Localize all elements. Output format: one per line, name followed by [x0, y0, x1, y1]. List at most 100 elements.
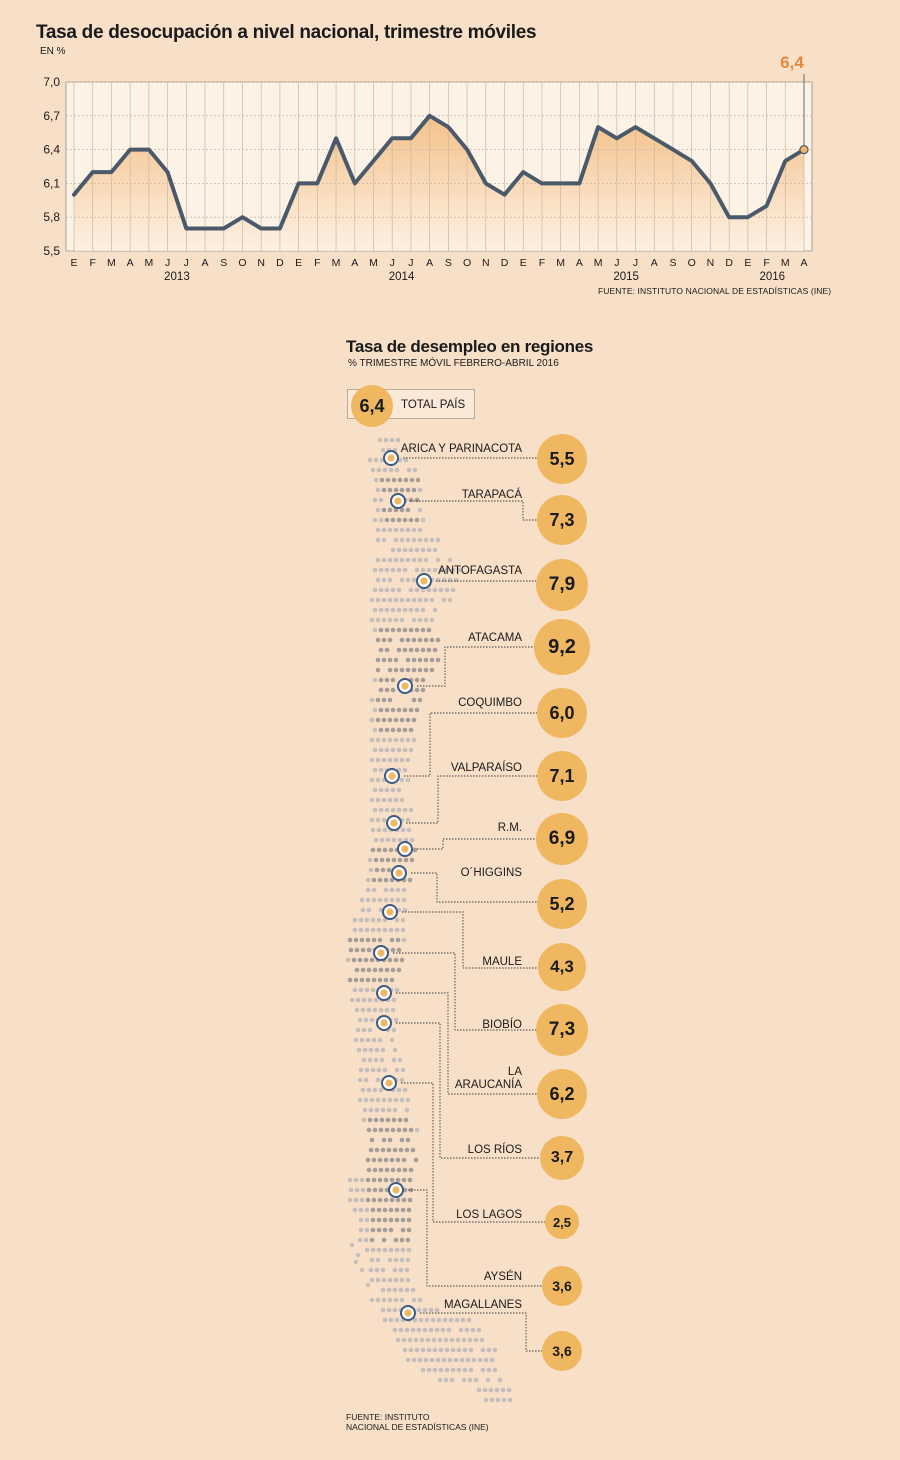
region-marker-dot-5 — [390, 819, 398, 827]
region-value-bubble: 5,5 — [537, 434, 587, 484]
leader-line-1 — [410, 500, 537, 521]
x-tick-label: A — [202, 257, 209, 269]
x-tick-label: A — [800, 257, 807, 269]
x-tick-label: F — [539, 257, 545, 269]
region-name-label: R.M. — [497, 822, 522, 834]
y-tick-label: 6,7 — [43, 109, 60, 123]
region-value-bubble: 9,2 — [534, 619, 590, 675]
x-tick-label: F — [763, 257, 769, 269]
region-name-label: LOS RÍOS — [467, 1144, 522, 1156]
region-name-label: O´HIGGINS — [460, 867, 522, 879]
region-value-bubble: 2,5 — [545, 1205, 579, 1239]
x-tick-label: J — [165, 257, 170, 269]
year-label: 2014 — [389, 271, 415, 283]
last-value-label: 6,4 — [780, 53, 804, 72]
region-marker-dot-14 — [404, 1309, 412, 1317]
region-marker-dot-8 — [386, 908, 394, 916]
total-pais-label: TOTAL PAÍS — [401, 399, 466, 411]
region-name-label: TARAPACÁ — [461, 489, 522, 501]
region-value-bubble: 7,3 — [536, 1004, 588, 1056]
leader-line-11 — [396, 1022, 540, 1159]
x-tick-label: E — [744, 257, 751, 269]
leader-line-9 — [393, 952, 536, 1031]
leader-line-6 — [417, 838, 536, 850]
region-name-label: MAULE — [482, 956, 522, 968]
region-name-label: ANTOFAGASTA — [438, 565, 522, 577]
regions-source: FUENTE: INSTITUTO NACIONAL DE ESTADÍSTIC… — [346, 1412, 506, 1432]
region-name-label: VALPARAÍSO — [450, 762, 522, 774]
region-name-label: LOS LAGOS — [456, 1209, 522, 1221]
region-marker-dot-1 — [394, 497, 402, 505]
region-marker-dot-6 — [401, 845, 409, 853]
chile-dot-map — [345, 437, 513, 1403]
x-tick-label: A — [576, 257, 583, 269]
leader-line-3 — [417, 646, 534, 687]
x-tick-label: J — [408, 257, 413, 269]
x-tick-label: J — [633, 257, 638, 269]
regions-subtitle: % TRIMESTRE MÓVIL FEBRERO-ABRIL 2016 — [348, 358, 559, 369]
x-tick-label: O — [463, 257, 471, 269]
region-value-bubble: 3,7 — [540, 1136, 584, 1180]
x-tick-label: M — [781, 257, 790, 269]
leader-line-13 — [408, 1189, 542, 1287]
regions-title: Tasa de desempleo en regiones — [346, 337, 594, 356]
year-label: 2015 — [613, 271, 639, 283]
x-tick-label: E — [70, 257, 77, 269]
region-marker-dot-7 — [395, 869, 403, 877]
x-tick-label: J — [184, 257, 189, 269]
region-marker-dot-12 — [385, 1079, 393, 1087]
region-value-bubble: 3,6 — [542, 1266, 582, 1306]
region-name-label: MAGALLANES — [444, 1299, 522, 1311]
year-label: 2016 — [760, 271, 786, 283]
x-tick-label: S — [669, 257, 676, 269]
x-tick-label: F — [90, 257, 96, 269]
x-tick-label: J — [614, 257, 619, 269]
x-tick-label: D — [725, 257, 733, 269]
x-tick-label: D — [501, 257, 509, 269]
region-name-label: LA ARAUCANÍA — [454, 1066, 522, 1091]
region-name-label: AYSÉN — [483, 1271, 522, 1283]
y-tick-label: 6,4 — [43, 143, 60, 157]
leader-line-12 — [401, 1082, 545, 1223]
x-tick-label: J — [390, 257, 395, 269]
x-tick-label: M — [594, 257, 603, 269]
last-point — [799, 145, 809, 155]
x-tick-label: A — [651, 257, 658, 269]
x-tick-label: O — [688, 257, 696, 269]
y-tick-label: 7,0 — [43, 75, 60, 89]
region-marker-dot-3 — [401, 682, 409, 690]
region-marker-dot-9 — [377, 949, 385, 957]
region-value-bubble: 6,9 — [536, 813, 588, 865]
x-tick-label: A — [351, 257, 358, 269]
x-tick-label: F — [314, 257, 320, 269]
region-marker-dot-0 — [387, 454, 395, 462]
x-tick-label: A — [426, 257, 433, 269]
series-line — [72, 113, 806, 231]
leader-line-10 — [396, 992, 537, 1095]
leader-line-5 — [406, 775, 537, 824]
region-value-bubble: 6,0 — [537, 688, 587, 738]
x-tick-label: N — [257, 257, 265, 269]
region-marker-dot-4 — [388, 772, 396, 780]
x-tick-label: M — [144, 257, 153, 269]
region-value-bubble: 7,1 — [537, 751, 587, 801]
y-tick-label: 6,1 — [43, 176, 60, 190]
region-name-label: COQUIMBO — [458, 697, 522, 709]
region-value-bubble: 5,2 — [537, 879, 587, 929]
x-tick-label: M — [369, 257, 378, 269]
region-marker-dot-11 — [380, 1019, 388, 1027]
x-tick-label: E — [520, 257, 527, 269]
x-tick-label: M — [332, 257, 341, 269]
region-value-bubble: 7,3 — [537, 495, 587, 545]
x-tick-label: O — [238, 257, 246, 269]
x-tick-label: M — [107, 257, 116, 269]
y-tick-label: 5,8 — [43, 210, 60, 224]
region-name-label: BIOBÍO — [482, 1019, 522, 1031]
region-value-bubble: 6,2 — [537, 1069, 587, 1119]
region-value-bubble: 3,6 — [542, 1331, 582, 1371]
x-tick-label: A — [127, 257, 134, 269]
leader-line-8 — [402, 911, 538, 969]
regions-source-line1: FUENTE: INSTITUTO — [346, 1412, 430, 1422]
